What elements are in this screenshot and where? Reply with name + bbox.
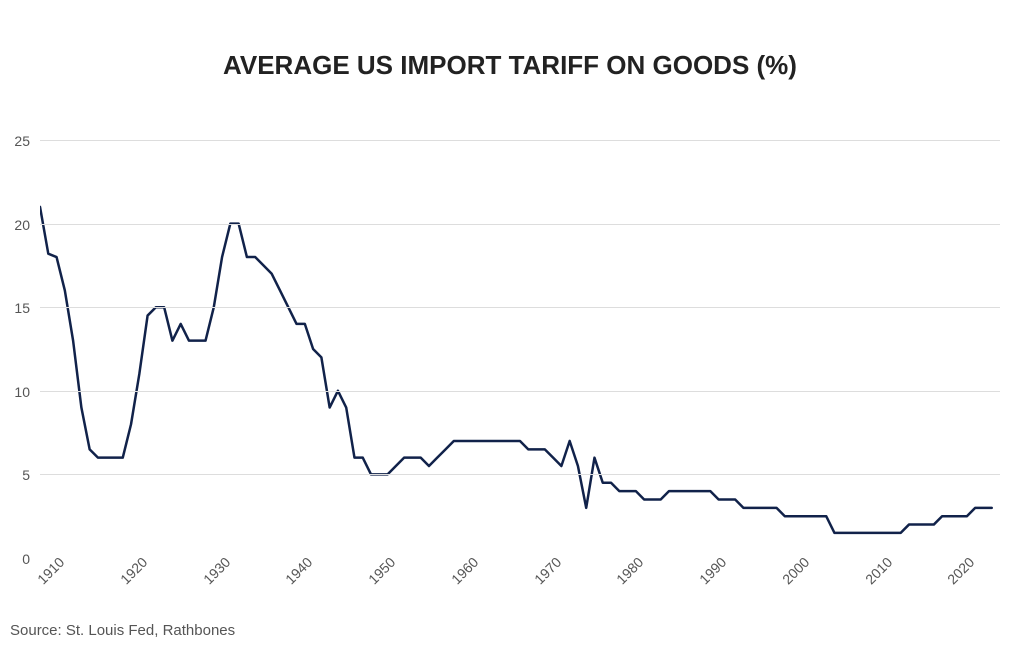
tariff-line-series <box>40 207 992 533</box>
x-tick-label: 2010 <box>862 554 895 587</box>
gridline <box>40 391 1000 392</box>
x-tick-label: 2020 <box>944 554 977 587</box>
x-tick-label: 1920 <box>117 554 150 587</box>
gridline <box>40 474 1000 475</box>
x-tick-label: 1960 <box>448 554 481 587</box>
x-tick-label: 1930 <box>200 554 233 587</box>
y-tick-label: 5 <box>0 467 30 483</box>
y-tick-label: 15 <box>0 300 30 316</box>
y-tick-label: 10 <box>0 384 30 400</box>
chart-title: AVERAGE US IMPORT TARIFF ON GOODS (%) <box>0 50 1020 81</box>
x-tick-label: 1950 <box>365 554 398 587</box>
gridline <box>40 140 1000 141</box>
x-tick-label: 1970 <box>531 554 564 587</box>
line-chart-svg <box>40 140 1000 558</box>
gridline <box>40 307 1000 308</box>
chart-plot-area: 0510152025191019201930194019501960197019… <box>40 140 1000 558</box>
x-tick-label: 1980 <box>613 554 646 587</box>
chart-source: Source: St. Louis Fed, Rathbones <box>10 622 235 639</box>
gridline <box>40 224 1000 225</box>
x-tick-label: 1910 <box>34 554 67 587</box>
x-tick-label: 1940 <box>282 554 315 587</box>
y-tick-label: 25 <box>0 133 30 149</box>
y-tick-label: 0 <box>0 551 30 567</box>
x-tick-label: 1990 <box>696 554 729 587</box>
y-tick-label: 20 <box>0 217 30 233</box>
x-tick-label: 2000 <box>779 554 812 587</box>
